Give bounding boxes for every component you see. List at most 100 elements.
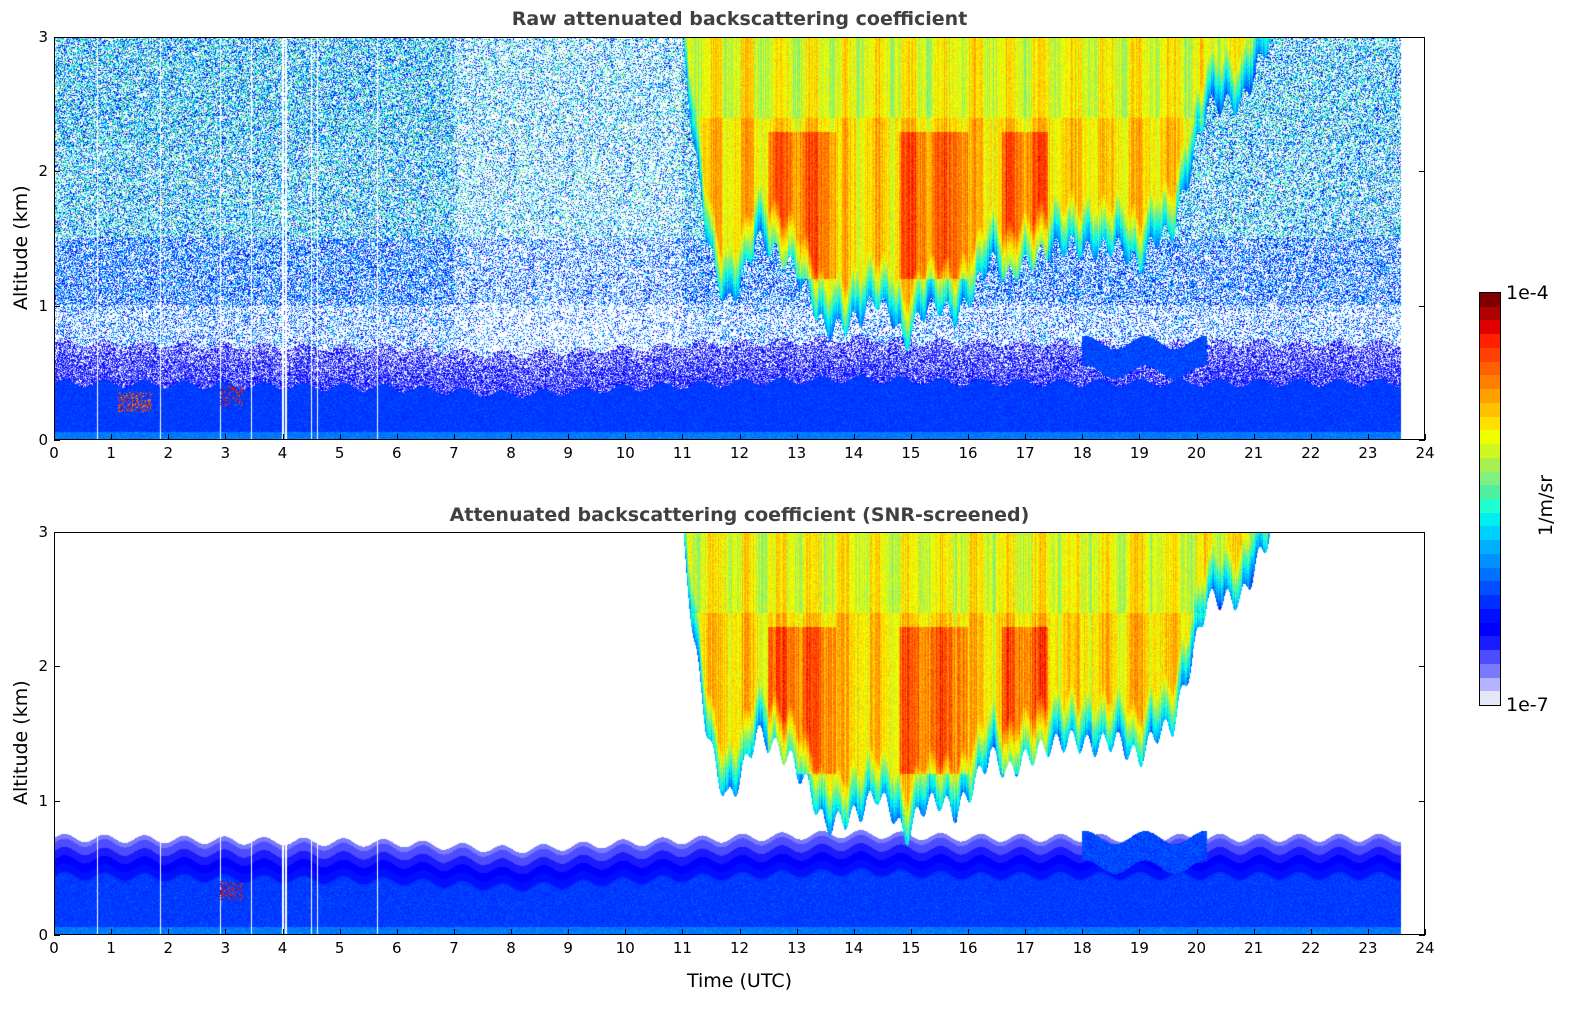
colorbar-segment: [1480, 320, 1500, 335]
y-tick-mark: [1419, 171, 1425, 173]
x-tick-mark: [168, 434, 170, 440]
x-tick-mark: [111, 434, 113, 440]
y-tick-mark: [54, 440, 60, 441]
colorbar-segment: [1480, 608, 1500, 623]
x-tick-mark: [453, 929, 455, 935]
x-tick-mark: [1139, 929, 1141, 935]
x-tick-label: 21: [1244, 444, 1264, 462]
x-tick-mark: [568, 929, 570, 935]
x-tick-label: 3: [220, 444, 231, 462]
x-tick-label: 23: [1358, 444, 1378, 462]
y-tick-mark: [54, 532, 60, 533]
x-tick-mark: [1367, 434, 1369, 440]
x-tick-mark: [625, 434, 627, 440]
x-tick-mark: [1082, 434, 1084, 440]
x-tick-mark: [796, 434, 798, 440]
colorbar-segment: [1480, 306, 1500, 321]
colorbar-segment: [1480, 416, 1500, 431]
x-tick-mark: [739, 434, 741, 440]
x-tick-mark: [511, 434, 512, 440]
colorbar-segment: [1480, 691, 1500, 705]
x-tick-mark: [1310, 929, 1312, 935]
x-tick-mark: [1025, 929, 1027, 935]
colorbar-segment: [1480, 334, 1500, 348]
colorbar-segment: [1480, 402, 1500, 417]
x-tick-label: 2: [163, 939, 174, 957]
y-tick-mark: [54, 666, 60, 668]
x-tick-mark: [1425, 434, 1426, 440]
colorbar-segment: [1480, 595, 1500, 609]
colorbar-segment: [1480, 471, 1500, 486]
x-tick-label: 12: [729, 939, 750, 957]
x-tick-label: 8: [506, 444, 516, 462]
colorbar-segment: [1480, 526, 1500, 541]
x-tick-label: 18: [1072, 939, 1092, 957]
x-tick-mark: [339, 434, 341, 440]
x-tick-mark: [568, 434, 570, 440]
x-tick-mark: [225, 434, 227, 440]
heatmap-raw: [55, 38, 1424, 439]
x-tick-label: 10: [615, 444, 635, 462]
y-tick-label: 1: [38, 296, 48, 315]
y-tick-mark: [1419, 532, 1425, 533]
colorbar-segment: [1480, 457, 1500, 472]
colorbar-segment: [1480, 663, 1500, 678]
x-axis-label: Time (UTC): [686, 970, 793, 992]
x-tick-label: 9: [563, 444, 573, 462]
x-tick-label: 14: [844, 444, 864, 462]
x-tick-label: 6: [391, 939, 402, 957]
y-tick-mark: [54, 800, 60, 802]
x-tick-mark: [511, 929, 512, 935]
y-tick-mark: [54, 171, 60, 173]
x-tick-mark: [1025, 434, 1027, 440]
x-tick-mark: [1425, 929, 1426, 935]
x-tick-mark: [1367, 929, 1369, 935]
y-tick-label: 0: [38, 926, 48, 944]
x-tick-label: 13: [787, 444, 807, 462]
x-tick-label: 22: [1301, 939, 1321, 957]
y-tick-mark: [1419, 666, 1425, 668]
x-tick-label: 13: [787, 939, 807, 957]
y-tick-mark: [54, 37, 60, 38]
x-tick-mark: [111, 929, 113, 935]
x-tick-label: 4: [277, 444, 288, 462]
x-tick-mark: [853, 434, 855, 440]
x-tick-mark: [796, 929, 798, 935]
colorbar: [1479, 292, 1501, 706]
colorbar-segment: [1480, 292, 1500, 307]
x-tick-mark: [225, 929, 227, 935]
y-tick-mark: [1419, 800, 1425, 802]
x-tick-label: 14: [844, 939, 864, 957]
colorbar-segment: [1480, 375, 1500, 390]
x-tick-mark: [968, 434, 969, 440]
x-tick-label: 16: [958, 939, 978, 957]
colorbar-segment: [1480, 361, 1500, 376]
y-tick-mark: [1419, 440, 1425, 441]
x-tick-mark: [282, 929, 284, 935]
x-tick-label: 19: [1129, 939, 1149, 957]
colorbar-max-label: 1e-4: [1506, 282, 1549, 304]
x-tick-label: 9: [563, 939, 573, 957]
chart-title-screened: Attenuated backscattering coefficient (S…: [449, 504, 1030, 526]
x-tick-label: 7: [449, 939, 459, 957]
colorbar-segment: [1480, 636, 1500, 651]
y-tick-label: 1: [38, 791, 48, 810]
y-tick-mark: [54, 935, 60, 936]
colorbar-segment: [1480, 498, 1500, 513]
x-tick-label: 0: [49, 939, 59, 957]
x-tick-mark: [339, 929, 341, 935]
colorbar-segment: [1480, 512, 1500, 527]
x-tick-mark: [853, 929, 855, 935]
x-tick-mark: [1196, 434, 1198, 440]
x-tick-label: 11: [672, 939, 692, 957]
y-tick-mark: [54, 305, 60, 307]
colorbar-segment: [1480, 485, 1500, 499]
x-tick-mark: [1139, 434, 1141, 440]
x-tick-mark: [1253, 929, 1255, 935]
y-tick-label: 2: [38, 657, 48, 676]
colorbar-unit-label: 1/m/sr: [1535, 474, 1557, 536]
x-tick-label: 22: [1301, 444, 1321, 462]
x-tick-mark: [682, 434, 684, 440]
x-tick-label: 4: [277, 939, 288, 957]
x-tick-label: 1: [106, 444, 116, 462]
